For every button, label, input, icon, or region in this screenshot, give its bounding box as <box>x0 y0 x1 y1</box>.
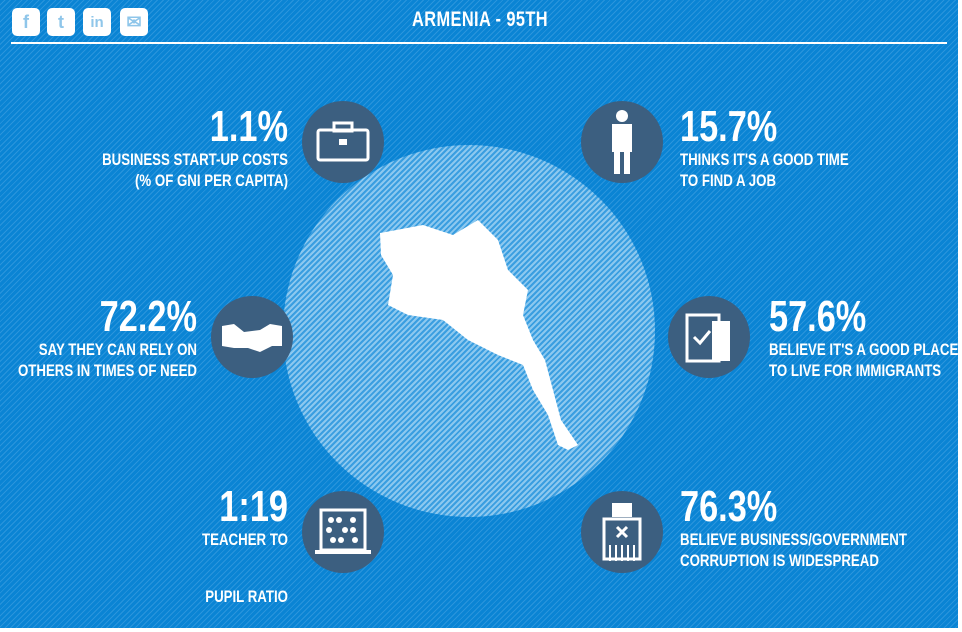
stat-label: OTHERS IN TIMES OF NEED <box>17 361 197 380</box>
stat-value: 1.1% <box>209 102 288 151</box>
facebook-share-button[interactable]: f <box>12 8 40 36</box>
stat-label: THINKS IT'S A GOOD TIME <box>680 150 849 169</box>
stat-label: BUSINESS START-UP COSTS <box>102 150 288 169</box>
stat-value: 72.2% <box>99 292 197 341</box>
clipboard-icon <box>668 296 750 378</box>
stat-good-time-job: 15.7% THINKS IT'S A GOOD TIME TO FIND A … <box>680 105 945 191</box>
stat-label: BELIEVE BUSINESS/GOVERNMENT <box>680 530 907 549</box>
twitter-share-button[interactable]: t <box>47 8 75 36</box>
stat-startup-costs: 1.1% BUSINESS START-UP COSTS (% OF GNI P… <box>38 105 288 191</box>
stat-label: TO LIVE FOR IMMIGRANTS <box>769 361 942 380</box>
linkedin-icon: in <box>90 13 104 31</box>
stat-value: 1:19 <box>219 482 288 531</box>
stat-value: 57.6% <box>769 292 867 341</box>
email-share-button[interactable]: ✉ <box>120 8 148 36</box>
country-circle <box>283 145 655 517</box>
stat-label: SAY THEY CAN RELY ON <box>38 340 197 359</box>
twitter-icon: t <box>58 11 64 32</box>
stat-value: 15.7% <box>680 102 778 151</box>
armenia-map-icon <box>380 220 578 450</box>
stat-teacher-ratio: 1:19 TEACHER TO PUPIL RATIO <box>38 485 288 607</box>
facebook-icon: f <box>23 11 29 32</box>
stat-label: CORRUPTION IS WIDESPREAD <box>680 551 879 570</box>
stat-label: TEACHER TO <box>202 530 288 549</box>
abacus-icon <box>302 491 384 573</box>
divider <box>11 42 947 44</box>
briefcase-icon <box>302 101 384 183</box>
stat-label: (% OF GNI PER CAPITA) <box>135 171 288 190</box>
stat-rely-on-others: 72.2% SAY THEY CAN RELY ON OTHERS IN TIM… <box>0 295 197 381</box>
businessman-icon <box>581 101 663 183</box>
shredder-icon <box>581 491 663 573</box>
stat-value: 76.3% <box>680 482 778 531</box>
stat-corruption: 76.3% BELIEVE BUSINESS/GOVERNMENT CORRUP… <box>680 485 945 571</box>
handshake-icon <box>211 296 293 378</box>
stat-label: BELIEVE IT'S A GOOD PLACE <box>769 340 959 359</box>
stat-label: PUPIL RATIO <box>205 587 288 606</box>
linkedin-share-button[interactable]: in <box>83 8 111 36</box>
stat-label: TO FIND A JOB <box>680 171 777 190</box>
email-icon: ✉ <box>126 11 142 32</box>
page-title: ARMENIA - 95TH <box>412 8 548 31</box>
stat-immigrants: 57.6% BELIEVE IT'S A GOOD PLACE TO LIVE … <box>769 295 962 381</box>
